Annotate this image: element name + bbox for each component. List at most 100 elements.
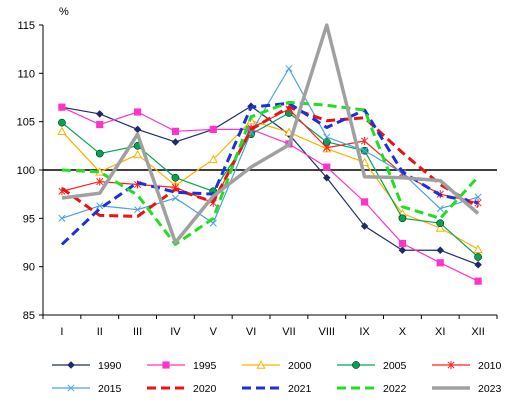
series-line-2020 <box>61 105 479 218</box>
legend-item-2015: 2015 <box>52 383 122 395</box>
legend-item-2010: 2010 <box>432 360 502 372</box>
data-point-1990-II <box>95 110 104 118</box>
data-point-1995-IV <box>171 127 180 135</box>
data-point-2005-XII <box>474 253 482 261</box>
legend-label-2010: 2010 <box>478 360 502 372</box>
data-point-2000-I <box>57 126 67 136</box>
series-line-2022 <box>61 100 480 246</box>
y-tick-label: 110 <box>17 68 35 80</box>
legend-label-2000: 2000 <box>288 360 312 372</box>
data-point-2015-II <box>96 202 104 210</box>
data-point-2005-IV <box>171 173 180 182</box>
legend-marker-2005 <box>352 361 360 369</box>
data-point-2015-I <box>58 214 66 222</box>
data-point-1990-XI <box>436 246 445 254</box>
data-point-2015-IV <box>171 194 179 202</box>
legend-item-1995: 1995 <box>147 360 217 372</box>
data-point-2015-VI <box>247 128 255 136</box>
data-point-1990-IV <box>171 138 180 146</box>
series-line-1990 <box>61 105 479 266</box>
x-tick-label: VII <box>282 326 295 338</box>
legend-label-2020: 2020 <box>193 383 217 395</box>
data-point-1990-III <box>133 125 142 134</box>
legend-item-1990: 1990 <box>52 360 122 372</box>
legend-label-1995: 1995 <box>193 360 217 372</box>
x-tick-label: V <box>210 326 218 338</box>
x-tick-label: IV <box>170 326 181 338</box>
series-2015 <box>58 64 482 227</box>
legend-item-2021: 2021 <box>242 383 312 395</box>
data-point-1990-XII <box>474 260 482 269</box>
y-tick-label: 95 <box>23 213 35 225</box>
series-2021 <box>60 101 479 246</box>
series-2023 <box>61 23 480 245</box>
data-point-1995-X <box>398 239 407 248</box>
series-line-2021 <box>60 101 479 246</box>
series-2022 <box>61 100 480 246</box>
legend-label-2023: 2023 <box>478 383 502 395</box>
data-point-2000-XII <box>473 244 483 253</box>
data-point-1990-X <box>398 246 407 254</box>
legend-item-2020: 2020 <box>147 383 217 395</box>
legend-marker-2010 <box>447 361 455 369</box>
legend-label-2022: 2022 <box>383 383 407 395</box>
data-point-1995-VIII <box>323 163 331 171</box>
y-tick-label: 85 <box>23 310 35 322</box>
data-point-2015-IX <box>361 147 369 155</box>
data-point-2005-II <box>95 149 104 158</box>
data-point-2015-VIII <box>323 133 331 141</box>
data-point-2010-II <box>96 177 104 186</box>
series-layer <box>57 23 483 285</box>
series-line-2023 <box>61 23 480 245</box>
series-line-1995 <box>61 106 479 282</box>
x-tick-label: X <box>399 326 407 338</box>
legend: 1990 1995 2000 2005 2010 2015 2020 2021 2022 2023 <box>52 360 502 395</box>
x-tick-label: II <box>97 326 103 338</box>
legend-marker-1990 <box>67 361 75 369</box>
legend-label-2005: 2005 <box>383 360 407 372</box>
series-line-2015 <box>61 67 479 224</box>
legend-item-2005: 2005 <box>337 360 407 372</box>
x-tick-label: III <box>133 326 142 338</box>
data-point-1995-V <box>209 125 217 133</box>
data-point-2000-XI <box>435 223 445 232</box>
data-point-1995-XII <box>474 277 482 285</box>
data-point-1995-III <box>133 108 142 116</box>
legend-label-1990: 1990 <box>98 360 122 372</box>
data-point-2000-V <box>208 154 218 164</box>
legend-marker-2015 <box>67 384 75 392</box>
legend-label-2021: 2021 <box>288 383 312 395</box>
y-unit-label: % <box>59 6 69 18</box>
x-tick-label: XI <box>435 326 445 338</box>
data-point-2010-IX <box>361 137 369 145</box>
data-point-2015-VII <box>285 64 293 73</box>
data-point-2015-XII <box>474 193 482 201</box>
y-tick-label: 100 <box>17 165 35 177</box>
data-point-1995-II <box>96 120 104 129</box>
data-point-1995-IX <box>360 198 369 206</box>
series-2020 <box>61 105 479 218</box>
data-point-2000-III <box>133 149 143 159</box>
data-point-1995-I <box>58 103 66 111</box>
x-tick-label: XII <box>471 326 484 338</box>
x-tick-label: VIII <box>318 326 335 338</box>
data-point-2015-III <box>134 206 142 214</box>
legend-marker-2000 <box>256 360 266 369</box>
x-tick-label: VI <box>246 326 256 338</box>
data-point-2015-XI <box>436 205 444 213</box>
data-point-1990-VIII <box>322 173 331 182</box>
legend-item-2022: 2022 <box>337 383 407 395</box>
data-point-1995-XI <box>436 259 444 267</box>
data-point-2005-I <box>58 118 66 127</box>
data-point-2010-VIII <box>323 143 331 152</box>
data-point-1990-IX <box>360 222 369 230</box>
legend-marker-1995 <box>162 361 170 369</box>
data-point-2005-XI <box>436 219 445 228</box>
x-tick-label: IX <box>359 326 370 338</box>
legend-item-2023: 2023 <box>432 383 502 395</box>
data-point-2005-X <box>398 214 407 223</box>
series-line-2000 <box>61 120 479 250</box>
y-tick-label: 90 <box>23 262 35 274</box>
